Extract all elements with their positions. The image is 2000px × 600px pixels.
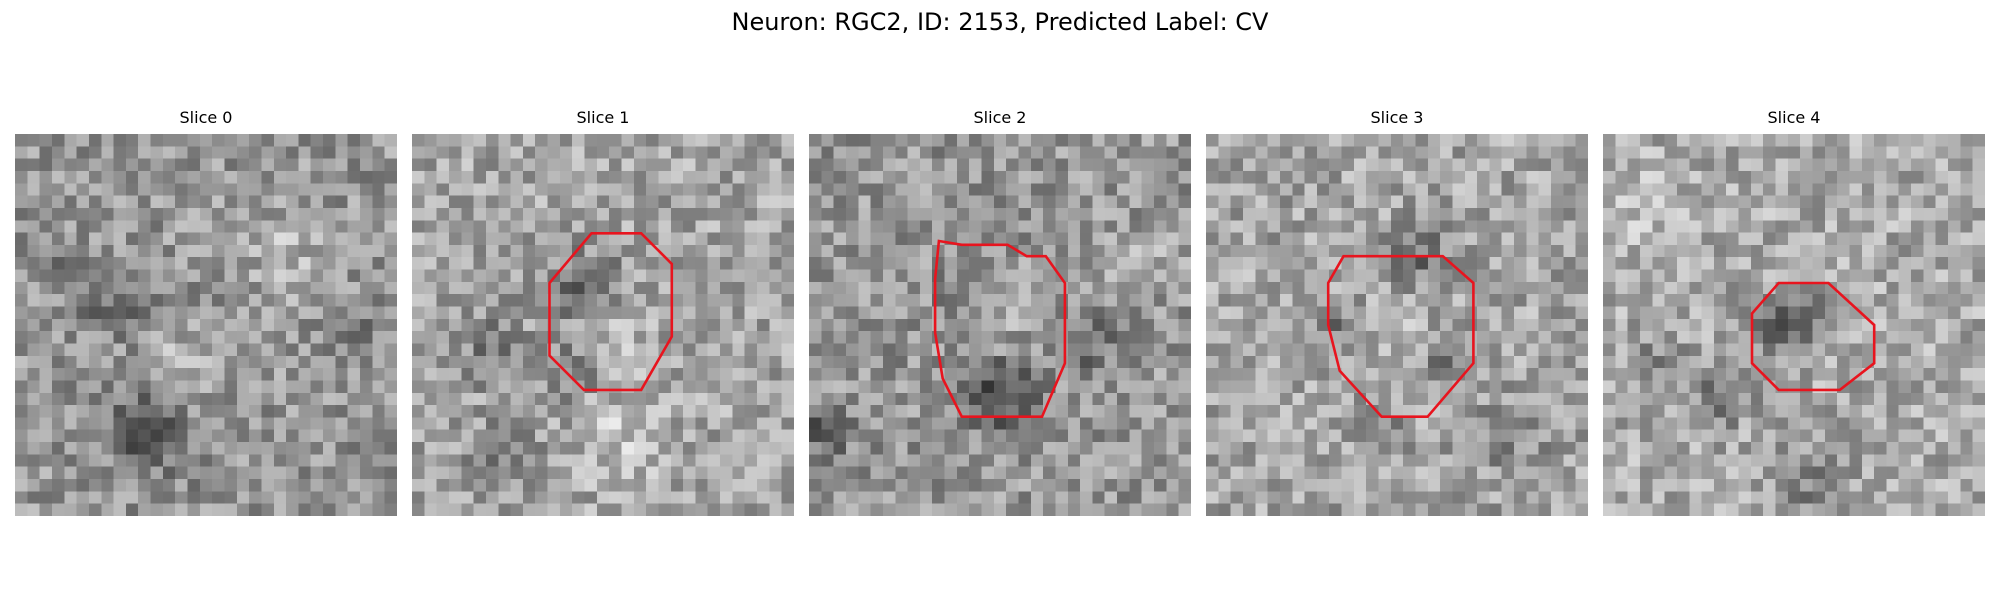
slice-title-0: Slice 0 <box>179 108 233 127</box>
slice-title-4: Slice 4 <box>1767 108 1821 127</box>
slice-title-2: Slice 2 <box>973 108 1027 127</box>
slice-panel-3: Slice 3 <box>1206 108 1588 516</box>
slice-panel-1: Slice 1 <box>412 108 794 516</box>
slice-title-3: Slice 3 <box>1370 108 1424 127</box>
segmentation-outline-4 <box>1750 281 1876 392</box>
slice-panel-4: Slice 4 <box>1603 108 1985 516</box>
slice-panel-2: Slice 2 <box>809 108 1191 516</box>
slice-title-1: Slice 1 <box>576 108 630 127</box>
segmentation-outline-1 <box>548 232 674 392</box>
slice-image-0 <box>15 134 397 516</box>
slice-image-2 <box>809 134 1191 516</box>
slice-panel-0: Slice 0 <box>15 108 397 516</box>
segmentation-outline-3 <box>1326 254 1475 419</box>
slice-image-1 <box>412 134 794 516</box>
slice-image-3 <box>1206 134 1588 516</box>
segmentation-outline-2 <box>933 239 1067 419</box>
figure-title: Neuron: RGC2, ID: 2153, Predicted Label:… <box>731 8 1269 36</box>
slice-image-4 <box>1603 134 1985 516</box>
